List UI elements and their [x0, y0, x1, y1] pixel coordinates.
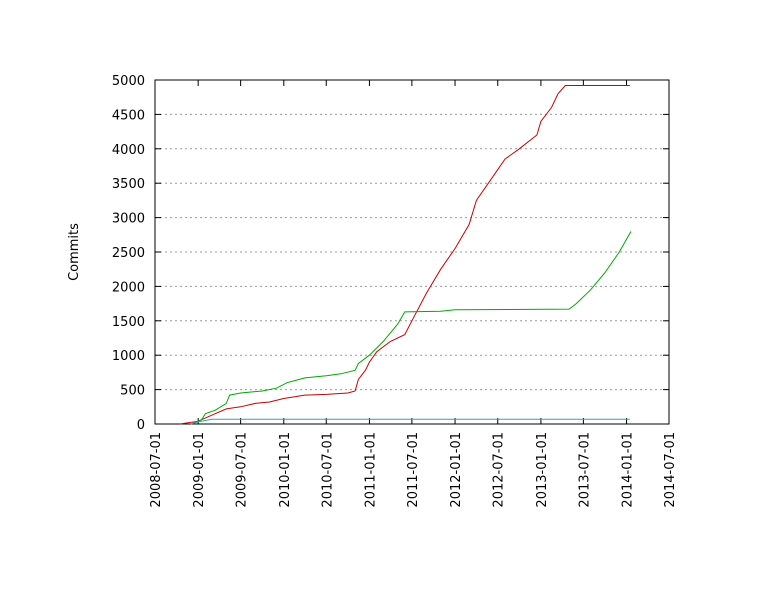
y-tick-label: 2500 — [112, 246, 145, 261]
x-tick-label: 2013-01-01 — [535, 432, 550, 508]
x-tick-label: 2013-07-01 — [577, 432, 592, 508]
series-line — [190, 418, 630, 425]
y-tick-label: 4000 — [112, 143, 145, 158]
x-tick-label: 2008-07-01 — [149, 432, 164, 508]
plot-frame — [154, 79, 670, 425]
x-tick-label: 2011-07-01 — [406, 432, 421, 508]
y-tick-label: 0 — [137, 418, 145, 433]
y-tick-label: 2000 — [112, 280, 145, 295]
y-tick-label: 3000 — [112, 212, 145, 227]
x-tick-label: 2010-07-01 — [320, 432, 335, 508]
y-tick-label: 4500 — [112, 108, 145, 123]
x-tick-label: 2012-01-01 — [449, 432, 464, 508]
y-tick-label: 1500 — [112, 315, 145, 330]
y-axis-label: Commits — [67, 223, 82, 281]
x-tick-label: 2014-01-01 — [621, 432, 636, 508]
x-tick-label: 2011-01-01 — [363, 432, 378, 508]
x-tick-label: 2010-01-01 — [278, 432, 293, 508]
x-tick-label: 2014-07-01 — [663, 432, 678, 508]
y-tick-label: 1000 — [112, 349, 145, 364]
y-tick-label: 5000 — [112, 74, 145, 89]
y-tick-label: 500 — [120, 384, 145, 399]
x-tick-label: 2009-01-01 — [192, 432, 207, 508]
series-line — [179, 85, 630, 425]
series-line — [190, 231, 632, 425]
y-tick-label: 3500 — [112, 177, 145, 192]
x-tick-label: 2009-07-01 — [235, 432, 250, 508]
x-tick-label: 2012-07-01 — [492, 432, 507, 508]
